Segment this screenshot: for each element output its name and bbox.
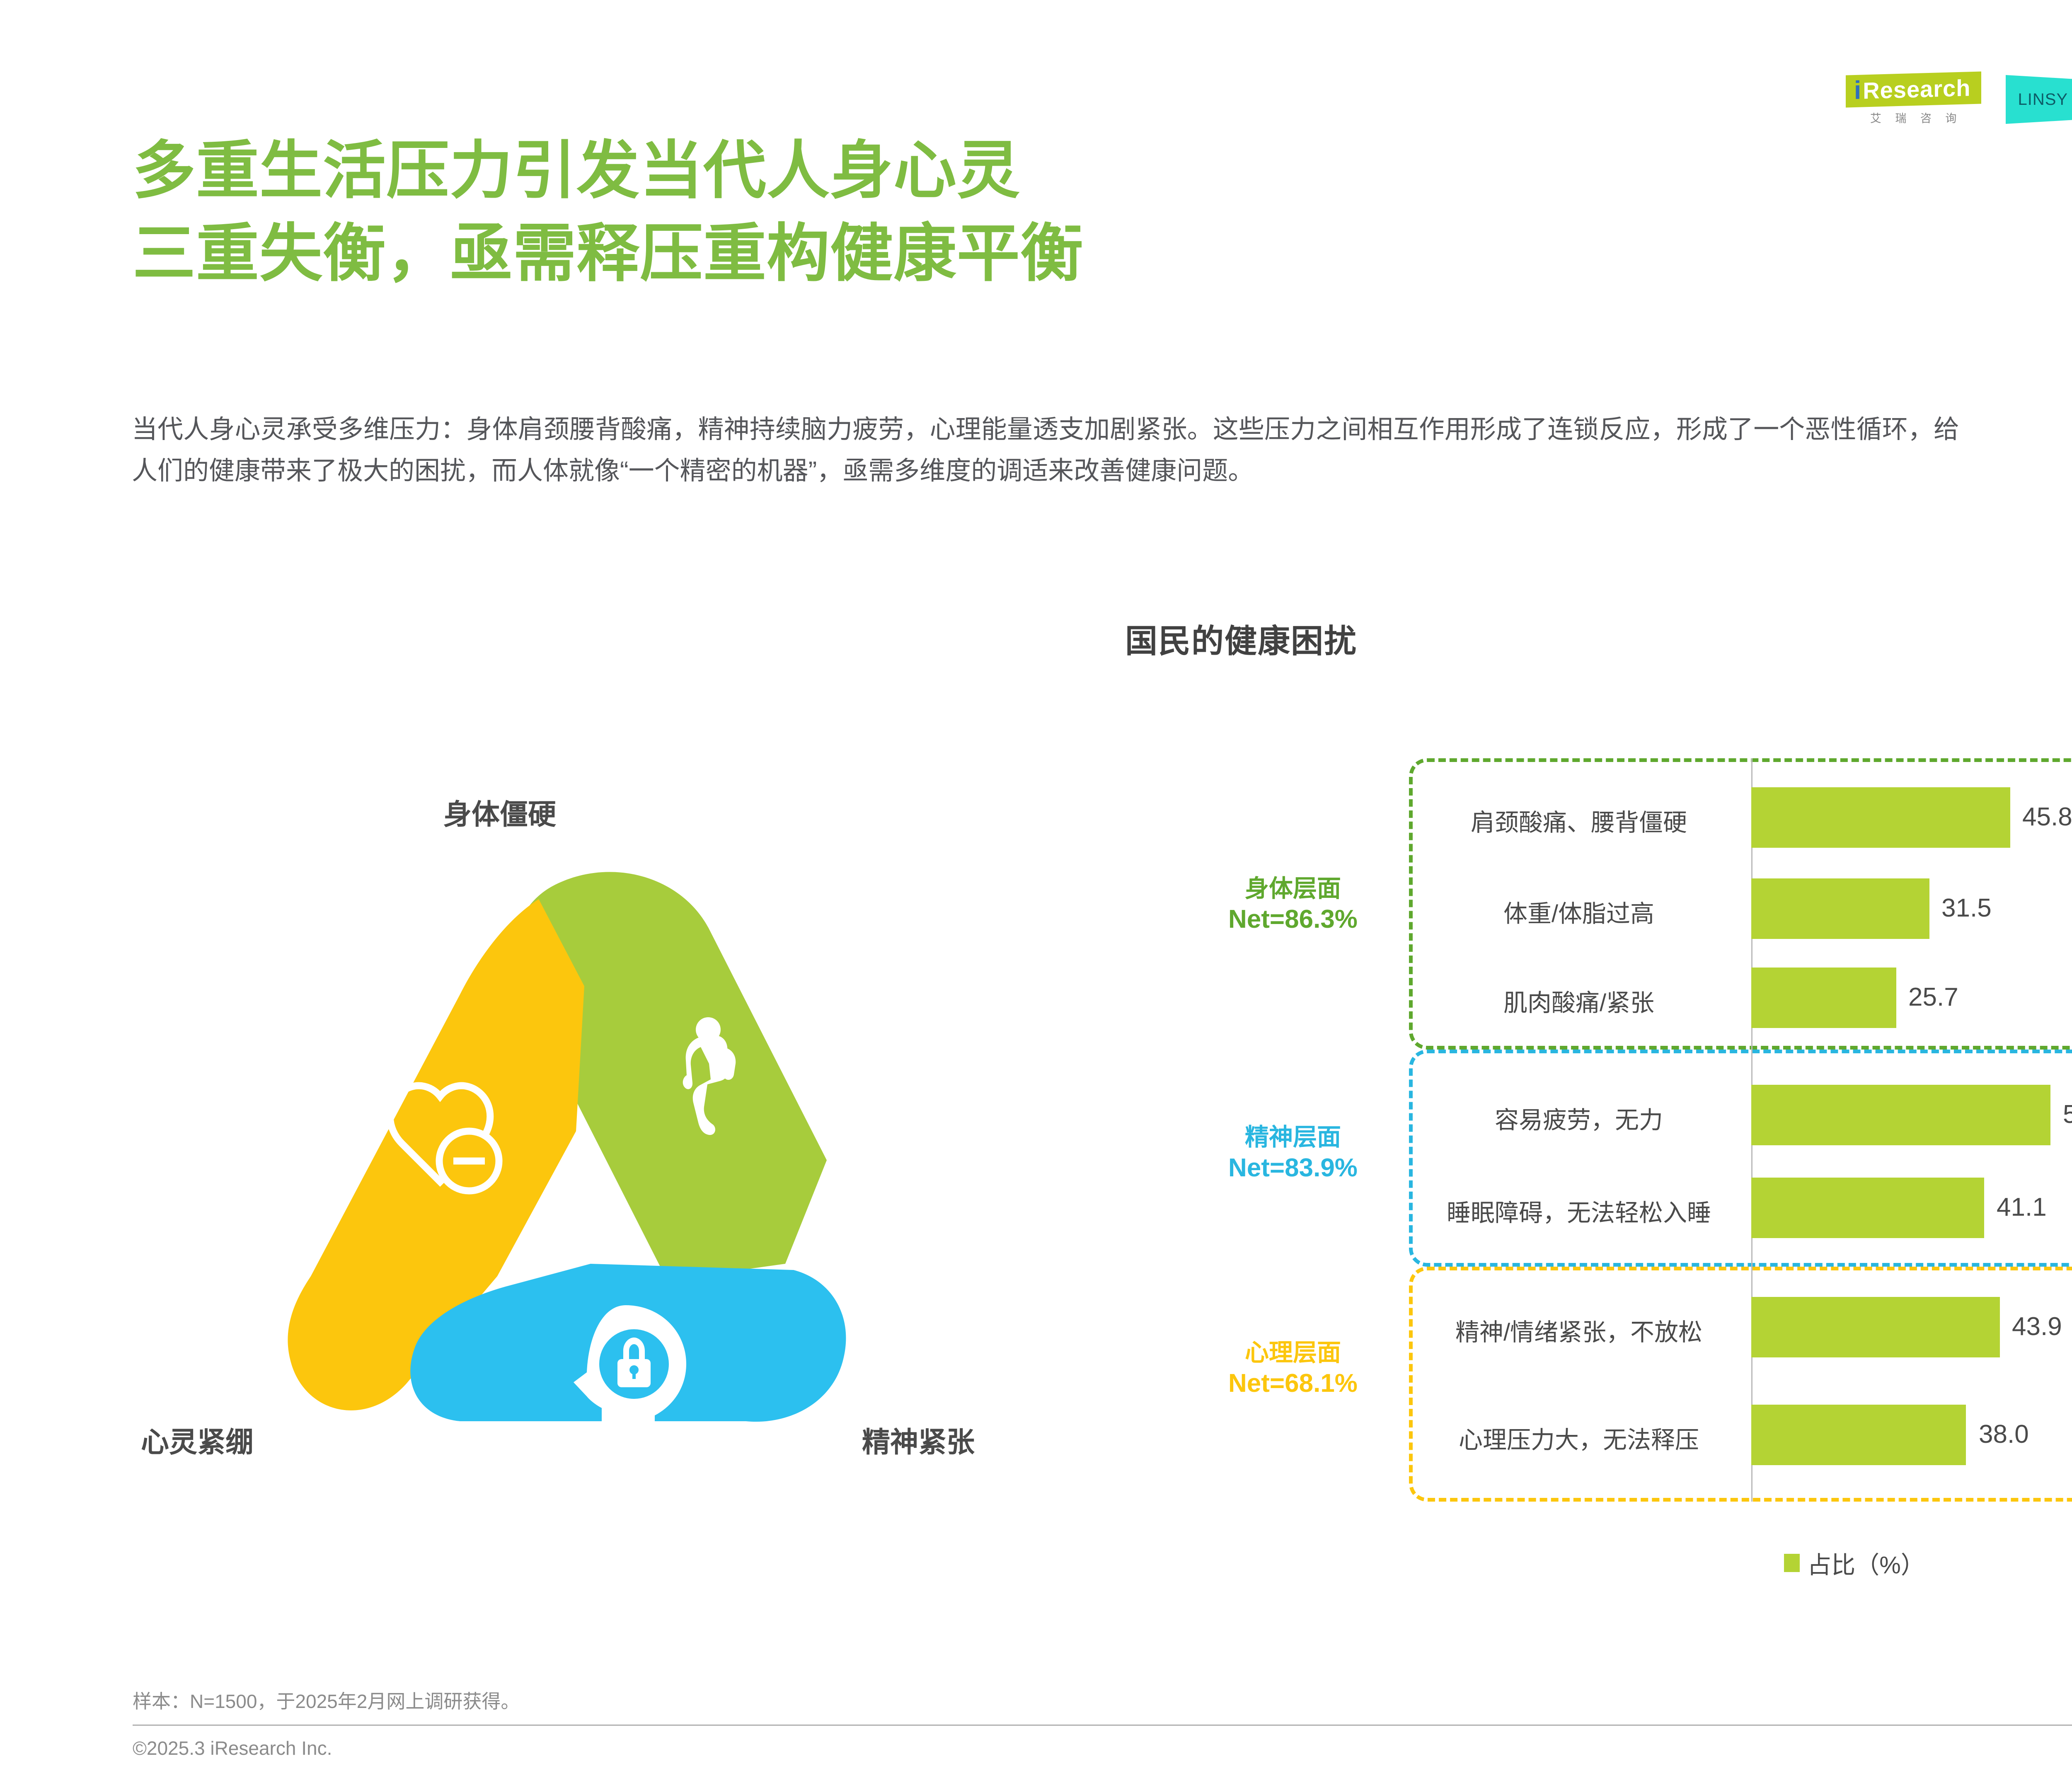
group-box-psych — [1409, 1267, 2072, 1502]
net-label-mental-value: Net=83.9% — [1228, 1153, 1358, 1182]
bar-label-1-text: 体重/体脂过高 — [1503, 900, 1655, 927]
bar-value-6: 38.0 — [1979, 1420, 2029, 1449]
body-arm-shape — [514, 872, 827, 1280]
bar-0 — [1751, 787, 2010, 848]
bar-value-4: 41.1 — [1997, 1193, 2047, 1222]
iresearch-logo-word: Research — [1863, 75, 1971, 104]
chart-title: 国民的健康困扰 — [1125, 623, 1357, 659]
net-label-body-name: 身体层面 — [1244, 875, 1341, 902]
triangle-diagram-svg — [288, 872, 846, 1446]
body-arm-group — [514, 872, 827, 1280]
bar-value-3: 52.9 — [2063, 1100, 2072, 1129]
bar-label-5-text: 精神/情绪紧张，不放松 — [1455, 1319, 1703, 1346]
lead-paragraph: 当代人身心灵承受多维压力：身体肩颈腰背酸痛，精神持续脑力疲劳，心理能量透支加剧紧… — [132, 415, 1959, 486]
chart-legend: 占比（%） — [1409, 1546, 2072, 1580]
iresearch-logo: i Research 艾 瑞 咨 询 — [1846, 71, 1982, 126]
group-box-body — [1409, 758, 2072, 1050]
sample-note: 样本：N=1500，于2025年2月网上调研获得。 — [133, 1691, 520, 1712]
net-label-mental: 精神层面 Net=83.9% — [1185, 1123, 1401, 1183]
diagram-label-right: 精神紧张 — [862, 1427, 975, 1458]
logo-bar: i Research 艾 瑞 咨 询 LINSY 林氏家居 K keep — [1846, 62, 2072, 137]
bar-label-0-text: 肩颈酸痛、腰背僵硬 — [1470, 809, 1687, 836]
net-label-psych-value: Net=68.1% — [1228, 1369, 1358, 1398]
legend-entry-label: 占比（%） — [1807, 1552, 1925, 1579]
iresearch-badge: i Research — [1846, 71, 1982, 108]
iresearch-logo-subtitle: 艾 瑞 咨 询 — [1870, 112, 1962, 125]
bar-label-3-text: 容易疲劳，无力 — [1494, 1107, 1663, 1134]
bar-label-6-text: 心理压力大，无法释压 — [1458, 1427, 1699, 1454]
mind-arm-group — [410, 1264, 846, 1446]
net-label-psych: 心理层面 Net=68.1% — [1185, 1338, 1401, 1399]
iresearch-logo-initial: i — [1854, 76, 1861, 105]
bar-5 — [1751, 1297, 2000, 1357]
net-label-psych-name: 心理层面 — [1244, 1339, 1341, 1366]
net-label-mental-name: 精神层面 — [1244, 1124, 1341, 1151]
head-lock-icon — [574, 1305, 686, 1446]
copyright-notice: ©2025.3 iResearch Inc. — [133, 1737, 332, 1759]
soul-arm-group — [288, 899, 584, 1410]
diagram-label-top: 身体僵硬 — [443, 799, 557, 830]
bar-2 — [1751, 968, 1896, 1028]
soul-arm-shape — [288, 899, 584, 1410]
page-title: 多重生活压力引发当代人身心灵 三重失衡，亟需释压重构健康平衡 — [133, 129, 1790, 295]
linsy-mark-icon: LINSY — [2005, 75, 2072, 124]
running-person-icon — [683, 1017, 736, 1135]
page-title-line-2: 三重失衡，亟需释压重构健康平衡 — [133, 218, 1084, 289]
group-box-mental — [1409, 1050, 2072, 1267]
net-label-body-value: Net=86.3% — [1228, 905, 1358, 934]
bar-4 — [1751, 1178, 1984, 1238]
bar-label-2-text: 肌肉酸痛/紧张 — [1503, 989, 1655, 1016]
bar-chart: 身体层面 Net=86.3% 精神层面 Net=83.9% 心理层面 Net=6… — [1185, 758, 2072, 1641]
heart-minus-icon — [386, 1082, 503, 1195]
net-label-body: 身体层面 Net=86.3% — [1185, 874, 1401, 935]
legend-swatch-icon — [1784, 1554, 1800, 1572]
triangle-diagram: 身体僵硬 心灵紧绷 精神紧张 — [116, 799, 1111, 1529]
bar-value-1: 31.5 — [1941, 894, 1992, 922]
linsy-logo: LINSY 林氏家居 — [2005, 75, 2072, 124]
diagram-label-left: 心灵紧绷 — [141, 1427, 254, 1458]
bar-1 — [1751, 878, 1929, 939]
bar-3 — [1751, 1085, 2050, 1145]
footer-divider — [133, 1725, 2072, 1726]
bar-value-5: 43.9 — [2012, 1312, 2062, 1341]
bar-value-2: 25.7 — [1908, 983, 1958, 1011]
bar-value-0: 45.8 — [2022, 803, 2072, 831]
bar-label-4-text: 睡眠障碍，无法轻松入睡 — [1446, 1200, 1711, 1226]
linsy-mark-text: LINSY — [2018, 90, 2068, 109]
bar-6 — [1751, 1405, 1966, 1465]
page-title-line-1: 多重生活压力引发当代人身心灵 — [133, 135, 1020, 206]
